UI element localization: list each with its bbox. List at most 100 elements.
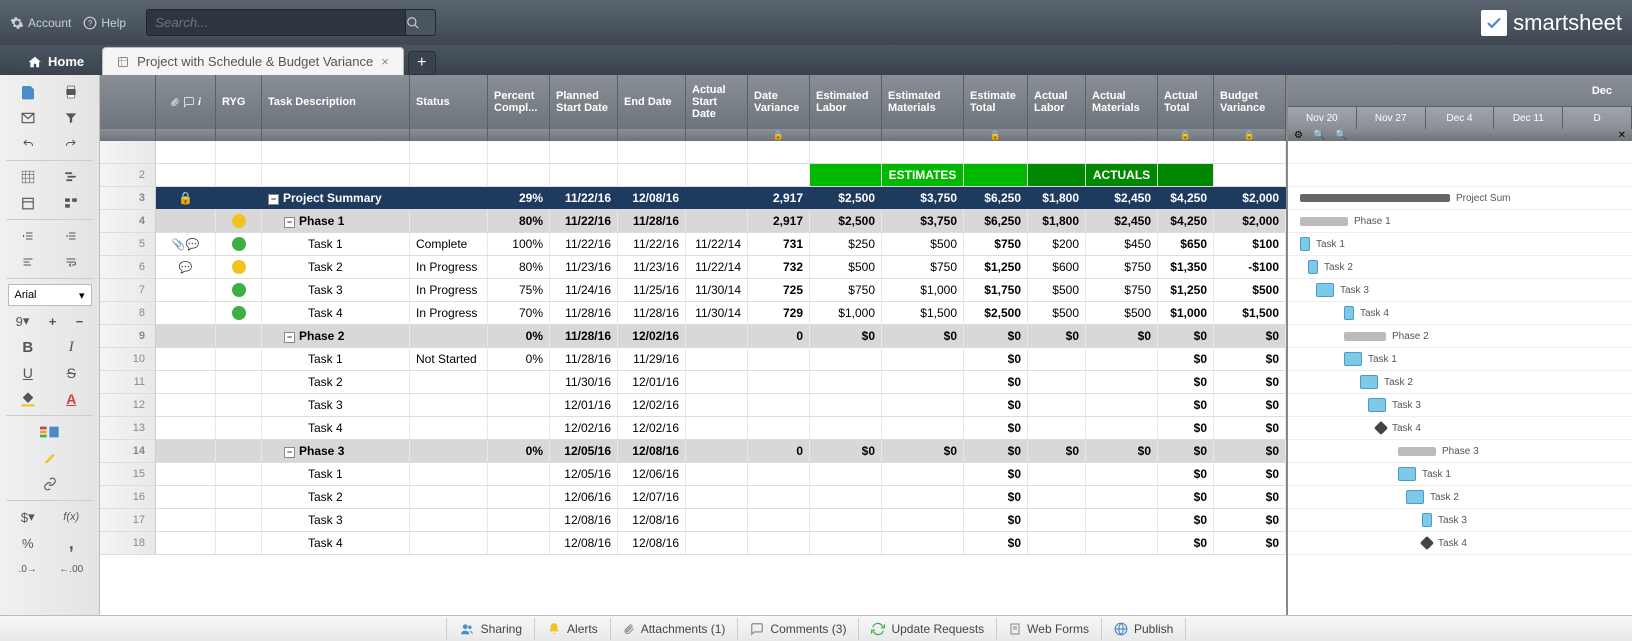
col-bv[interactable]: Budget Variance [1214, 75, 1286, 129]
font-decrease[interactable]: − [70, 310, 90, 332]
table-row[interactable]: 13Task 412/02/1612/02/16$0$0$0 [100, 417, 1286, 440]
table-row[interactable]: 14−Phase 30%12/05/1612/08/160$0$0$0$0$0$… [100, 440, 1286, 463]
font-increase[interactable]: + [43, 310, 63, 332]
decimal-decrease-button[interactable]: .0→ [8, 558, 48, 580]
percent-button[interactable]: % [8, 532, 48, 554]
comments-button[interactable]: Comments (3) [738, 618, 859, 640]
italic-button[interactable]: I [51, 336, 91, 358]
gantt-close-icon[interactable]: ✕ [1618, 130, 1626, 141]
decimal-increase-button[interactable]: ←.00 [51, 558, 91, 580]
table-row[interactable]: 2ESTIMATESACTUALS [100, 164, 1286, 187]
fill-color-button[interactable] [8, 388, 48, 410]
filter-button[interactable] [51, 107, 91, 129]
col-task[interactable]: Task Description [262, 75, 410, 129]
col-pct[interactable]: Percent Compl... [488, 75, 550, 129]
table-row[interactable]: 15Task 112/05/1612/06/16$0$0$0 [100, 463, 1286, 486]
gantt-row: Task 3 [1288, 509, 1632, 532]
conditional-format-button[interactable] [30, 421, 70, 443]
col-dv[interactable]: Date Variance [748, 75, 810, 129]
webforms-button[interactable]: Web Forms [997, 618, 1102, 640]
table-row[interactable]: 9−Phase 20%11/28/1612/02/160$0$0$0$0$0$0… [100, 325, 1286, 348]
calendar-button[interactable] [8, 192, 48, 214]
search-button[interactable] [406, 9, 436, 36]
col-attachments[interactable]: i [156, 75, 216, 129]
help-link[interactable]: ? Help [83, 16, 126, 30]
col-asd[interactable]: Actual Start Date [686, 75, 748, 129]
publish-button[interactable]: Publish [1102, 618, 1186, 640]
table-row[interactable]: 11Task 211/30/1612/01/16$0$0$0 [100, 371, 1286, 394]
print-icon [63, 84, 79, 100]
link-button[interactable] [30, 473, 70, 495]
undo-button[interactable] [8, 133, 48, 155]
account-link[interactable]: Account [10, 16, 71, 30]
sheet-icon [117, 56, 129, 68]
gantt-zoom-in-icon[interactable]: 🔍 [1335, 130, 1347, 141]
gantt-week[interactable]: Nov 20 [1288, 107, 1357, 129]
col-am[interactable]: Actual Materials [1086, 75, 1158, 129]
highlight-button[interactable] [30, 447, 70, 469]
indent-button[interactable] [8, 225, 48, 247]
gantt-row [1288, 141, 1632, 164]
table-row[interactable]: 17Task 312/08/1612/08/16$0$0$0 [100, 509, 1286, 532]
new-tab-button[interactable]: + [408, 51, 436, 75]
gantt-zoom-out-icon[interactable]: 🔍 [1313, 130, 1325, 141]
text-color-button[interactable]: A [51, 388, 91, 410]
col-ryg[interactable]: RYG [216, 75, 262, 129]
font-select[interactable]: Arial▾ [8, 284, 92, 306]
email-button[interactable] [8, 107, 48, 129]
outdent-button[interactable] [51, 225, 91, 247]
table-row[interactable]: 18Task 412/08/1612/08/16$0$0$0 [100, 532, 1286, 555]
table-row[interactable]: 7Task 3In Progress75%11/24/1611/25/1611/… [100, 279, 1286, 302]
font-size[interactable]: 9 ▾ [10, 310, 36, 332]
col-em[interactable]: Estimated Materials [882, 75, 964, 129]
col-status[interactable]: Status [410, 75, 488, 129]
col-end[interactable]: End Date [618, 75, 686, 129]
gantt-week[interactable]: Dec 4 [1426, 107, 1495, 129]
gantt-view-button[interactable] [51, 166, 91, 188]
close-tab-icon[interactable]: × [381, 54, 389, 69]
card-view-button[interactable] [51, 192, 91, 214]
gantt-week[interactable]: D [1563, 107, 1632, 129]
home-tab[interactable]: Home [14, 48, 98, 75]
grid-view-button[interactable] [8, 166, 48, 188]
table-row[interactable]: 12Task 312/01/1612/02/16$0$0$0 [100, 394, 1286, 417]
save-button[interactable] [8, 81, 48, 103]
col-al[interactable]: Actual Labor [1028, 75, 1086, 129]
col-et[interactable]: Estimate Total [964, 75, 1028, 129]
gantt-week[interactable]: Nov 27 [1357, 107, 1426, 129]
sharing-button[interactable]: Sharing [446, 618, 535, 640]
bold-button[interactable]: B [8, 336, 48, 358]
bottom-bar: Sharing Alerts Attachments (1) Comments … [0, 615, 1632, 641]
column-headers: i RYG Task Description Status Percent Co… [100, 75, 1286, 129]
table-row[interactable]: 3🔒−Project Summary29%11/22/1612/08/162,9… [100, 187, 1286, 210]
table-row[interactable]: 10Task 1Not Started0%11/28/1611/29/16$0$… [100, 348, 1286, 371]
strike-button[interactable]: S [51, 362, 91, 384]
redo-button[interactable] [51, 133, 91, 155]
search-icon [406, 16, 420, 30]
col-at[interactable]: Actual Total [1158, 75, 1214, 129]
updates-button[interactable]: Update Requests [859, 618, 997, 640]
gantt-week[interactable]: Dec 11 [1494, 107, 1563, 129]
col-el[interactable]: Estimated Labor [810, 75, 882, 129]
table-row[interactable]: 4−Phase 180%11/22/1611/28/162,917$2,500$… [100, 210, 1286, 233]
attachments-button[interactable]: Attachments (1) [611, 618, 739, 640]
currency-button[interactable]: $ ▾ [8, 506, 48, 528]
wrap-button[interactable] [51, 251, 91, 273]
paperclip-icon [170, 95, 180, 109]
gantt-settings-icon[interactable]: ⚙ [1294, 130, 1303, 141]
col-psd[interactable]: Planned Start Date [550, 75, 618, 129]
table-row[interactable]: 6💬Task 2In Progress80%11/23/1611/23/1611… [100, 256, 1286, 279]
grid-icon [20, 170, 36, 184]
alerts-button[interactable]: Alerts [535, 618, 611, 640]
formula-button[interactable]: f(x) [51, 506, 91, 528]
search-input[interactable] [146, 9, 406, 36]
align-left-button[interactable] [8, 251, 48, 273]
underline-button[interactable]: U [8, 362, 48, 384]
print-button[interactable] [51, 81, 91, 103]
table-row[interactable]: 8Task 4In Progress70%11/28/1611/28/1611/… [100, 302, 1286, 325]
sheet-tab[interactable]: Project with Schedule & Budget Variance … [102, 47, 404, 75]
comma-button[interactable]: , [51, 532, 91, 554]
table-row[interactable] [100, 141, 1286, 164]
table-row[interactable]: 5📎💬Task 1Complete100%11/22/1611/22/1611/… [100, 233, 1286, 256]
table-row[interactable]: 16Task 212/06/1612/07/16$0$0$0 [100, 486, 1286, 509]
